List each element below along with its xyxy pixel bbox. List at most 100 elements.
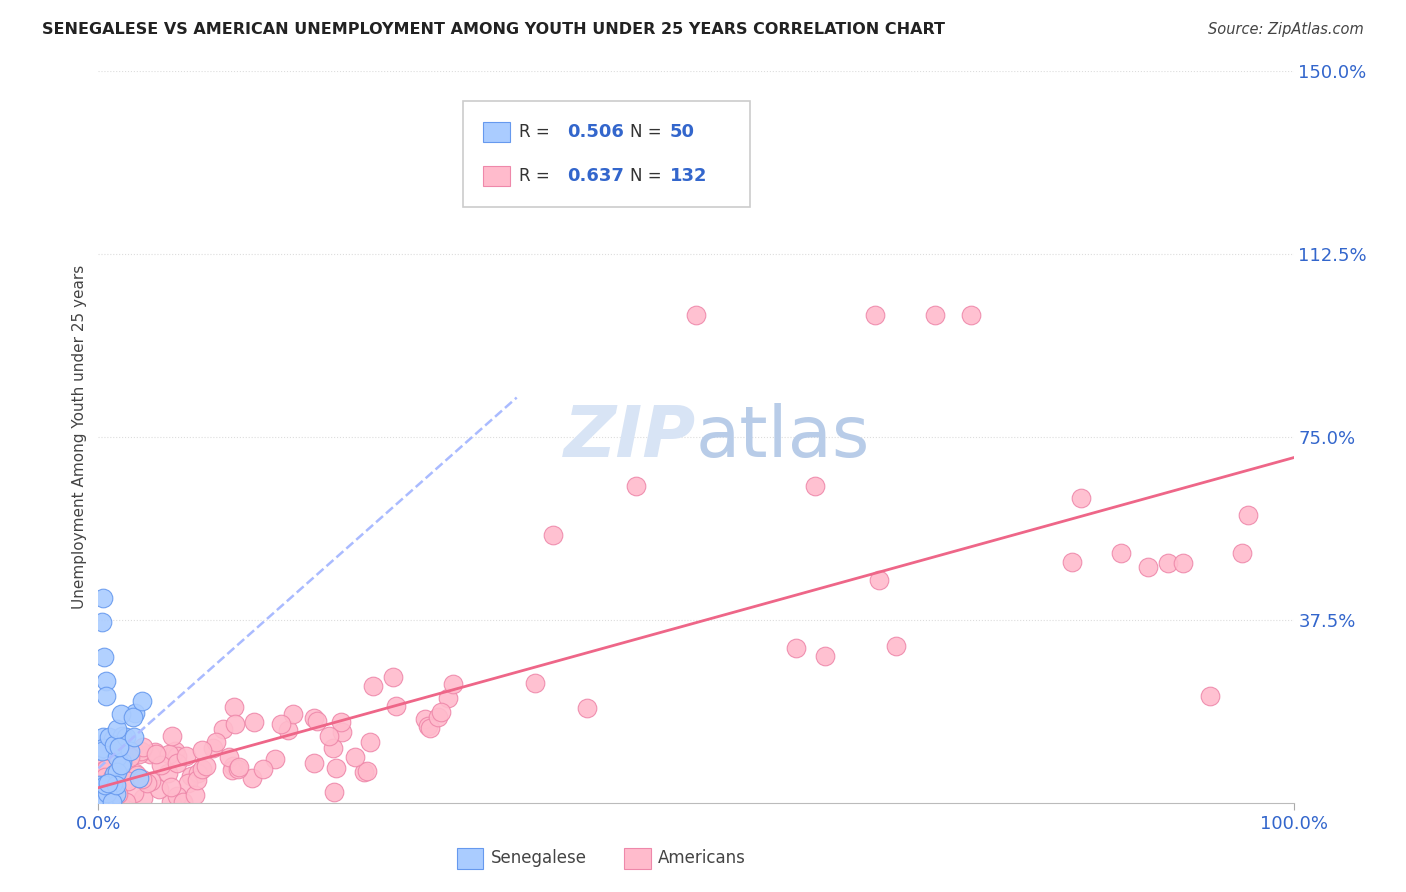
Point [101,732,124,747]
Point [125,747,148,761]
Point [131,694,153,708]
Point [96,737,118,751]
Point [93,649,115,664]
Point [157,747,180,762]
FancyBboxPatch shape [624,848,651,869]
Point [91,783,114,797]
Point [361,679,384,693]
Point [91,615,114,630]
Point [94,689,117,703]
Point [176,749,198,764]
Point [924,308,946,322]
FancyBboxPatch shape [463,101,749,207]
Point [91,778,114,792]
Point [172,795,194,809]
Point [202,741,225,756]
Point [304,711,326,725]
Text: R =: R = [519,123,555,141]
Point [884,639,907,653]
Point [157,766,180,780]
Point [149,758,172,772]
Point [100,795,122,809]
Point [117,768,139,782]
Point [436,690,458,705]
Point [243,714,266,729]
Point [98,730,121,744]
Point [108,794,131,808]
Point [94,778,117,792]
Point [132,790,155,805]
Point [166,789,188,803]
Point [105,778,128,792]
Point [96,795,118,809]
Point [868,573,890,587]
Point [318,729,340,743]
Point [212,722,235,736]
Point [117,774,139,789]
Point [105,787,128,801]
Point [105,722,128,736]
Text: atlas: atlas [696,402,870,472]
Point [110,707,132,722]
Point [194,759,217,773]
Text: Source: ZipAtlas.com: Source: ZipAtlas.com [1208,22,1364,37]
Point [353,764,375,779]
Point [183,788,205,802]
Point [91,786,114,800]
Point [89,795,111,809]
Text: Americans: Americans [658,848,745,867]
Point [128,772,150,786]
Point [1171,557,1194,571]
Point [91,795,114,809]
Point [124,765,146,780]
Point [89,787,111,801]
Point [91,781,114,796]
Point [131,772,153,786]
Point [865,308,887,322]
Point [94,673,117,688]
Point [419,721,441,735]
Y-axis label: Unemployment Among Youth under 25 years: Unemployment Among Youth under 25 years [72,265,87,609]
Point [97,776,120,790]
Point [124,706,146,721]
Point [222,759,245,773]
Point [240,771,263,785]
Point [122,710,145,724]
Point [166,756,188,770]
Point [115,730,138,744]
Point [87,742,110,756]
Point [94,776,117,790]
Point [191,762,214,776]
Point [186,773,208,788]
Point [576,700,599,714]
Point [1109,546,1132,560]
Point [325,761,347,775]
Point [252,762,274,776]
FancyBboxPatch shape [457,848,484,869]
Point [94,770,117,784]
Point [322,784,344,798]
Point [785,640,807,655]
Point [101,795,124,809]
Point [103,767,125,781]
Point [224,716,246,731]
Point [344,750,367,764]
Point [148,781,170,796]
Point [91,744,114,758]
Point [415,712,437,726]
Point [385,698,408,713]
Point [111,756,134,770]
Point [145,747,167,761]
Point [160,795,183,809]
Point [110,758,132,772]
Point [89,795,111,809]
Point [162,729,184,743]
Text: R =: R = [519,167,555,185]
Point [302,756,325,770]
Point [91,764,114,778]
Point [418,719,440,733]
Point [1070,491,1092,505]
Point [107,748,129,763]
Point [221,763,243,777]
Point [97,784,120,798]
